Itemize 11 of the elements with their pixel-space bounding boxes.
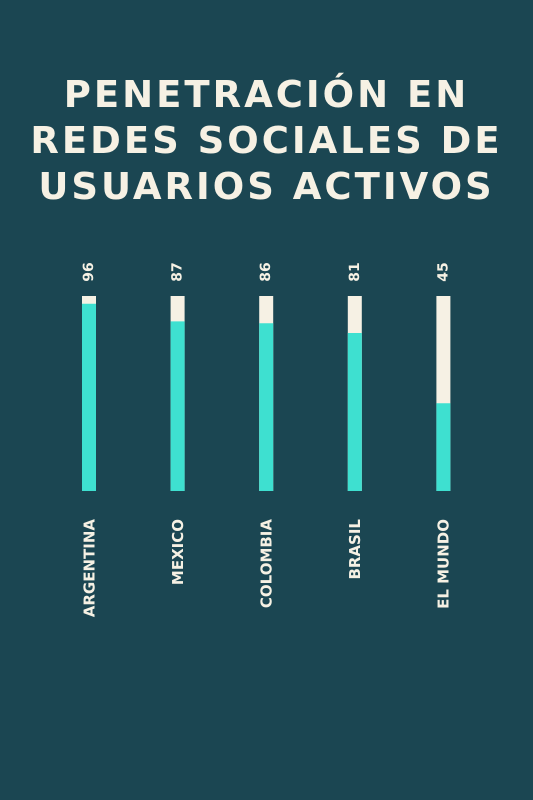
data-label: 45 — [435, 262, 452, 282]
data-label: 87 — [170, 262, 186, 282]
x-tick-label: ARGENTINA — [80, 518, 98, 618]
x-tick-label: COLOMBIA — [258, 518, 276, 608]
data-label: 96 — [81, 262, 97, 282]
x-tick-label: BRASIL — [346, 518, 364, 580]
x-tick-label: MEXICO — [168, 519, 187, 586]
x-tick-label: EL MUNDO — [434, 519, 453, 609]
data-label: 86 — [258, 262, 274, 282]
chart-title: PENETRACIÓN EN REDES SOCIALES DE USUARIOS ACTIVOS — [29, 72, 504, 210]
data-label: 81 — [346, 262, 363, 282]
